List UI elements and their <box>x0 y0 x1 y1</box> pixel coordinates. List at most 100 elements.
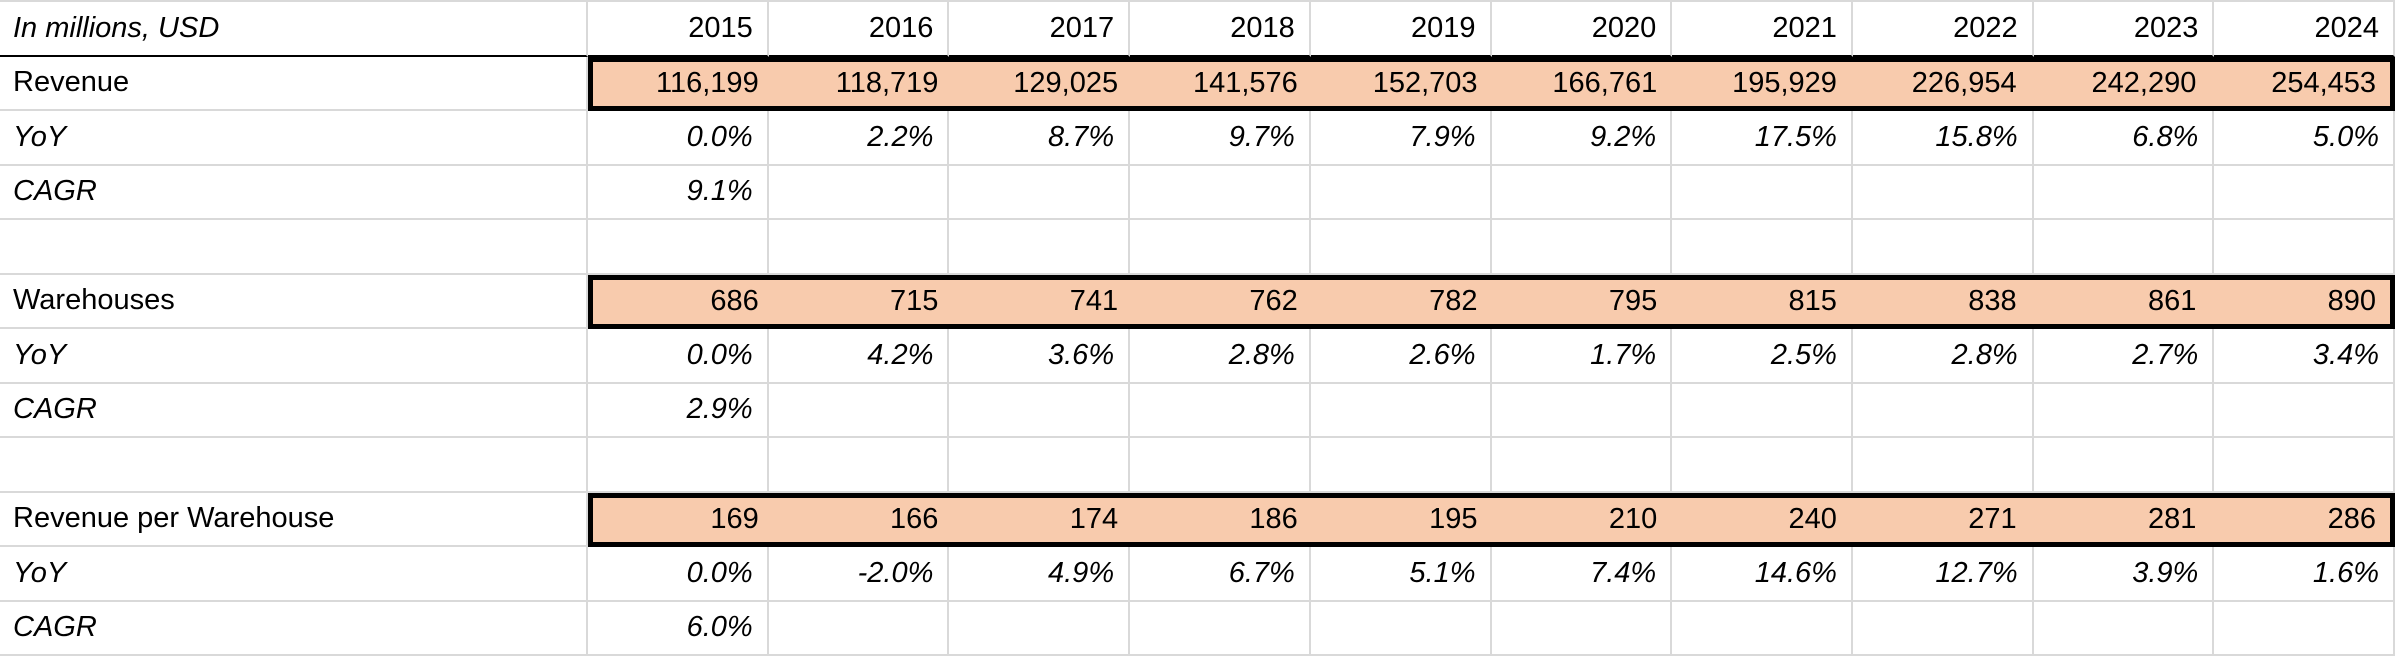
yoy-value-cell[interactable]: 0.0% <box>588 111 769 166</box>
empty-cell[interactable] <box>1852 220 2034 275</box>
rpw-value-cell[interactable]: 169 <box>710 503 759 536</box>
yoy-value-cell[interactable]: 5.1% <box>1310 547 1492 602</box>
empty-cell[interactable] <box>2033 438 2215 493</box>
rpw-value-cell[interactable]: 195 <box>1429 503 1478 536</box>
warehouses-value-cell[interactable]: 890 <box>2327 285 2377 318</box>
revenue-value-cell[interactable]: 118,719 <box>835 67 939 100</box>
rpw-value-cell[interactable]: 186 <box>1249 503 1298 536</box>
empty-cell[interactable] <box>1491 383 1673 438</box>
warehouses-value-cell[interactable]: 861 <box>2147 285 2197 318</box>
yoy-value-cell[interactable]: 2.5% <box>1672 329 1853 384</box>
year-header-cell[interactable]: 2015 <box>588 2 769 57</box>
empty-cell[interactable] <box>1852 601 2034 656</box>
yoy-value-cell[interactable]: 8.7% <box>949 111 1131 166</box>
revenue-value-cell[interactable]: 242,290 <box>2091 67 2197 100</box>
empty-cell[interactable] <box>768 220 950 275</box>
empty-cell[interactable] <box>1491 165 1673 220</box>
yoy-value-cell[interactable]: 3.9% <box>2033 547 2215 602</box>
yoy-value-cell[interactable]: 1.7% <box>1491 329 1673 384</box>
revenue-per-warehouse-label-cell[interactable]: Revenue per Warehouse <box>0 492 588 547</box>
yoy-value-cell[interactable]: 7.9% <box>1310 111 1492 166</box>
empty-cell[interactable] <box>0 438 588 493</box>
yoy-label-cell[interactable]: YoY <box>0 329 588 384</box>
empty-cell[interactable] <box>1852 383 2034 438</box>
empty-cell[interactable] <box>1672 438 1853 493</box>
empty-cell[interactable] <box>2033 220 2215 275</box>
yoy-value-cell[interactable]: 1.6% <box>2214 547 2395 602</box>
yoy-value-cell[interactable]: 4.9% <box>949 547 1131 602</box>
empty-cell[interactable] <box>1672 165 1853 220</box>
yoy-value-cell[interactable]: 3.6% <box>949 329 1131 384</box>
warehouses-value-cell[interactable]: 795 <box>1608 285 1658 318</box>
warehouses-label-cell[interactable]: Warehouses <box>0 274 588 329</box>
yoy-value-cell[interactable]: 17.5% <box>1672 111 1853 166</box>
empty-cell[interactable] <box>2214 383 2395 438</box>
warehouses-value-cell[interactable]: 741 <box>1069 285 1119 318</box>
warehouses-value-cell[interactable]: 782 <box>1429 285 1478 318</box>
revenue-value-cell[interactable]: 226,954 <box>1911 67 2017 100</box>
empty-cell[interactable] <box>1130 383 1311 438</box>
revenue-value-cell[interactable]: 254,453 <box>2271 67 2377 100</box>
rpw-value-cell[interactable]: 174 <box>1069 503 1119 536</box>
yoy-value-cell[interactable]: 7.4% <box>1491 547 1673 602</box>
cagr-label-cell[interactable]: CAGR <box>0 383 588 438</box>
empty-cell[interactable] <box>2214 438 2395 493</box>
empty-cell[interactable] <box>768 601 950 656</box>
yoy-value-cell[interactable]: -2.0% <box>768 547 950 602</box>
empty-cell[interactable] <box>949 383 1131 438</box>
yoy-value-cell[interactable]: 9.2% <box>1491 111 1673 166</box>
yoy-value-cell[interactable]: 9.7% <box>1130 111 1311 166</box>
yoy-value-cell[interactable]: 2.8% <box>1852 329 2034 384</box>
cagr-value-cell[interactable]: 2.9% <box>588 383 769 438</box>
rpw-value-cell[interactable]: 166 <box>890 503 939 536</box>
year-header-cell[interactable]: 2023 <box>2033 2 2215 57</box>
yoy-value-cell[interactable]: 2.6% <box>1310 329 1492 384</box>
empty-cell[interactable] <box>2033 165 2215 220</box>
empty-cell[interactable] <box>1852 165 2034 220</box>
year-header-cell[interactable]: 2020 <box>1491 2 1673 57</box>
revenue-value-cell[interactable]: 152,703 <box>1372 67 1478 100</box>
cagr-value-cell[interactable]: 6.0% <box>588 601 769 656</box>
empty-cell[interactable] <box>2214 601 2395 656</box>
empty-cell[interactable] <box>1310 438 1492 493</box>
empty-cell[interactable] <box>1672 601 1853 656</box>
yoy-value-cell[interactable]: 12.7% <box>1852 547 2034 602</box>
rpw-value-cell[interactable]: 286 <box>2327 503 2377 536</box>
empty-cell[interactable] <box>1491 438 1673 493</box>
yoy-value-cell[interactable]: 2.8% <box>1130 329 1311 384</box>
empty-cell[interactable] <box>2214 165 2395 220</box>
empty-cell[interactable] <box>1310 601 1492 656</box>
yoy-value-cell[interactable]: 14.6% <box>1672 547 1853 602</box>
year-header-cell[interactable]: 2017 <box>949 2 1131 57</box>
yoy-label-cell[interactable]: YoY <box>0 547 588 602</box>
empty-cell[interactable] <box>1310 383 1492 438</box>
empty-cell[interactable] <box>1130 165 1311 220</box>
empty-cell[interactable] <box>1130 601 1311 656</box>
yoy-value-cell[interactable]: 2.7% <box>2033 329 2215 384</box>
units-label-cell[interactable]: In millions, USD <box>0 2 588 57</box>
empty-cell[interactable] <box>0 220 588 275</box>
empty-cell[interactable] <box>949 220 1131 275</box>
empty-cell[interactable] <box>1491 601 1673 656</box>
empty-cell[interactable] <box>949 438 1131 493</box>
year-header-cell[interactable]: 2021 <box>1672 2 1853 57</box>
empty-cell[interactable] <box>949 601 1131 656</box>
year-header-cell[interactable]: 2019 <box>1310 2 1492 57</box>
empty-cell[interactable] <box>768 383 950 438</box>
empty-cell[interactable] <box>588 220 769 275</box>
empty-cell[interactable] <box>2033 383 2215 438</box>
year-header-cell[interactable]: 2018 <box>1130 2 1311 57</box>
empty-cell[interactable] <box>768 438 950 493</box>
yoy-value-cell[interactable]: 6.8% <box>2033 111 2215 166</box>
yoy-value-cell[interactable]: 4.2% <box>768 329 950 384</box>
yoy-label-cell[interactable]: YoY <box>0 111 588 166</box>
warehouses-value-cell[interactable]: 762 <box>1249 285 1298 318</box>
yoy-value-cell[interactable]: 3.4% <box>2214 329 2395 384</box>
year-header-cell[interactable]: 2016 <box>768 2 950 57</box>
empty-cell[interactable] <box>1130 438 1311 493</box>
rpw-value-cell[interactable]: 271 <box>1968 503 2017 536</box>
cagr-label-cell[interactable]: CAGR <box>0 601 588 656</box>
revenue-value-cell[interactable]: 116,199 <box>656 67 759 100</box>
yoy-value-cell[interactable]: 2.2% <box>768 111 950 166</box>
empty-cell[interactable] <box>1310 220 1492 275</box>
